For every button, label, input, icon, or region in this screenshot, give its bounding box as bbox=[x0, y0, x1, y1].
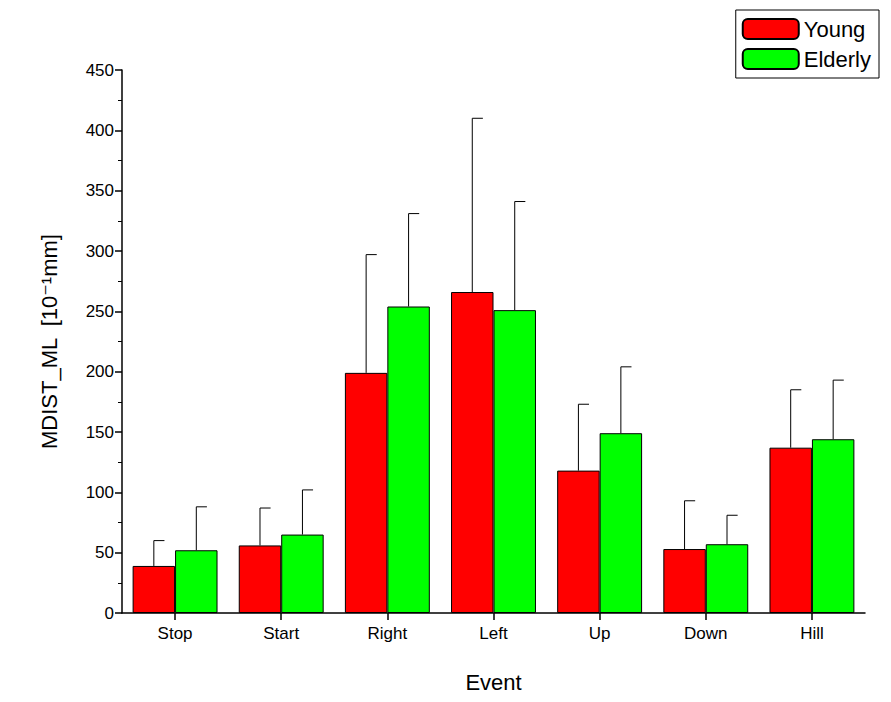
svg-text:250: 250 bbox=[86, 302, 114, 321]
svg-text:Event: Event bbox=[465, 670, 521, 695]
svg-text:Hill: Hill bbox=[800, 624, 824, 643]
svg-text:100: 100 bbox=[86, 483, 114, 502]
svg-text:Elderly: Elderly bbox=[804, 47, 871, 72]
svg-text:Up: Up bbox=[589, 624, 611, 643]
svg-text:Young: Young bbox=[804, 17, 866, 42]
svg-text:Left: Left bbox=[479, 624, 508, 643]
svg-text:200: 200 bbox=[86, 362, 114, 381]
svg-text:350: 350 bbox=[86, 181, 114, 200]
svg-text:400: 400 bbox=[86, 121, 114, 140]
svg-text:MDIST_ML [10⁻¹mm]: MDIST_ML [10⁻¹mm] bbox=[37, 234, 62, 449]
svg-text:Down: Down bbox=[684, 624, 727, 643]
svg-text:300: 300 bbox=[86, 242, 114, 261]
svg-text:150: 150 bbox=[86, 423, 114, 442]
svg-text:450: 450 bbox=[86, 61, 114, 80]
svg-text:0: 0 bbox=[105, 604, 114, 623]
svg-text:Stop: Stop bbox=[158, 624, 193, 643]
svg-text:Start: Start bbox=[263, 624, 299, 643]
svg-text:Right: Right bbox=[368, 624, 408, 643]
svg-text:50: 50 bbox=[95, 543, 114, 562]
